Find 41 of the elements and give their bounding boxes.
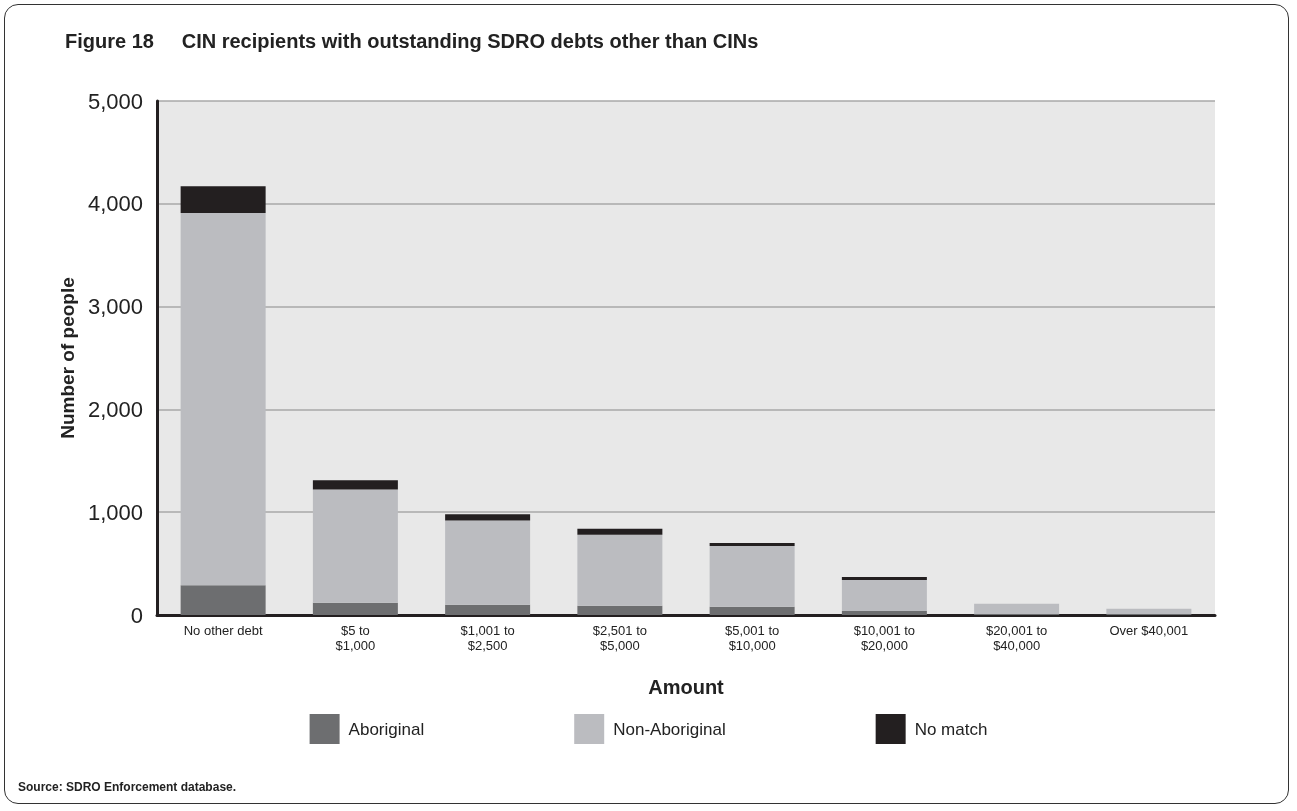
y-tick-label: 4,000 (87, 191, 143, 217)
bar (841, 610, 927, 615)
y-axis-title: Number of people (57, 277, 78, 439)
bar (445, 514, 531, 521)
chart-title: Figure 18 CIN recipients with outstanding SDRO debts other than CINs (65, 30, 759, 52)
bar (180, 213, 266, 586)
bar (841, 576, 927, 581)
y-tick-label: 1,000 (87, 499, 143, 525)
legend-label: No match (914, 719, 988, 739)
y-tick-label: 5,000 (87, 88, 143, 114)
bar (445, 604, 531, 615)
legend-label: Non-Aboriginal (613, 719, 726, 739)
bar (312, 480, 398, 490)
bar (1106, 608, 1192, 614)
source-note: Source: SDRO Enforcement database. (18, 780, 237, 794)
bar (709, 546, 795, 607)
bar (577, 534, 663, 606)
x-tick-label: $5 to $1,000 (335, 623, 376, 653)
bar (312, 602, 398, 615)
x-tick-label: $5,001 to $10,000 (725, 623, 780, 653)
y-tick-label: 3,000 (87, 294, 143, 320)
x-tick-label: No other debt (183, 623, 263, 638)
bar (709, 543, 795, 547)
bar (180, 186, 266, 214)
bar (577, 528, 663, 535)
x-tick-label: Over $40,001 (1109, 623, 1189, 638)
bar (445, 520, 531, 605)
x-tick-label: $10,001 to $20,000 (853, 623, 916, 653)
x-tick-label: $1,001 to $2,500 (460, 623, 515, 653)
bar (709, 606, 795, 615)
bar (180, 585, 266, 615)
legend-label: Aboriginal (348, 719, 425, 739)
bar (312, 489, 398, 603)
bar (841, 580, 927, 611)
bar (577, 605, 663, 615)
bar (974, 603, 1060, 614)
y-tick-label: 0 (130, 602, 143, 628)
x-tick-label: $20,001 to $40,000 (985, 623, 1048, 653)
y-tick-label: 2,000 (87, 396, 143, 422)
x-tick-label: $2,501 to $5,000 (592, 623, 647, 653)
x-axis-title: Amount (648, 676, 725, 698)
